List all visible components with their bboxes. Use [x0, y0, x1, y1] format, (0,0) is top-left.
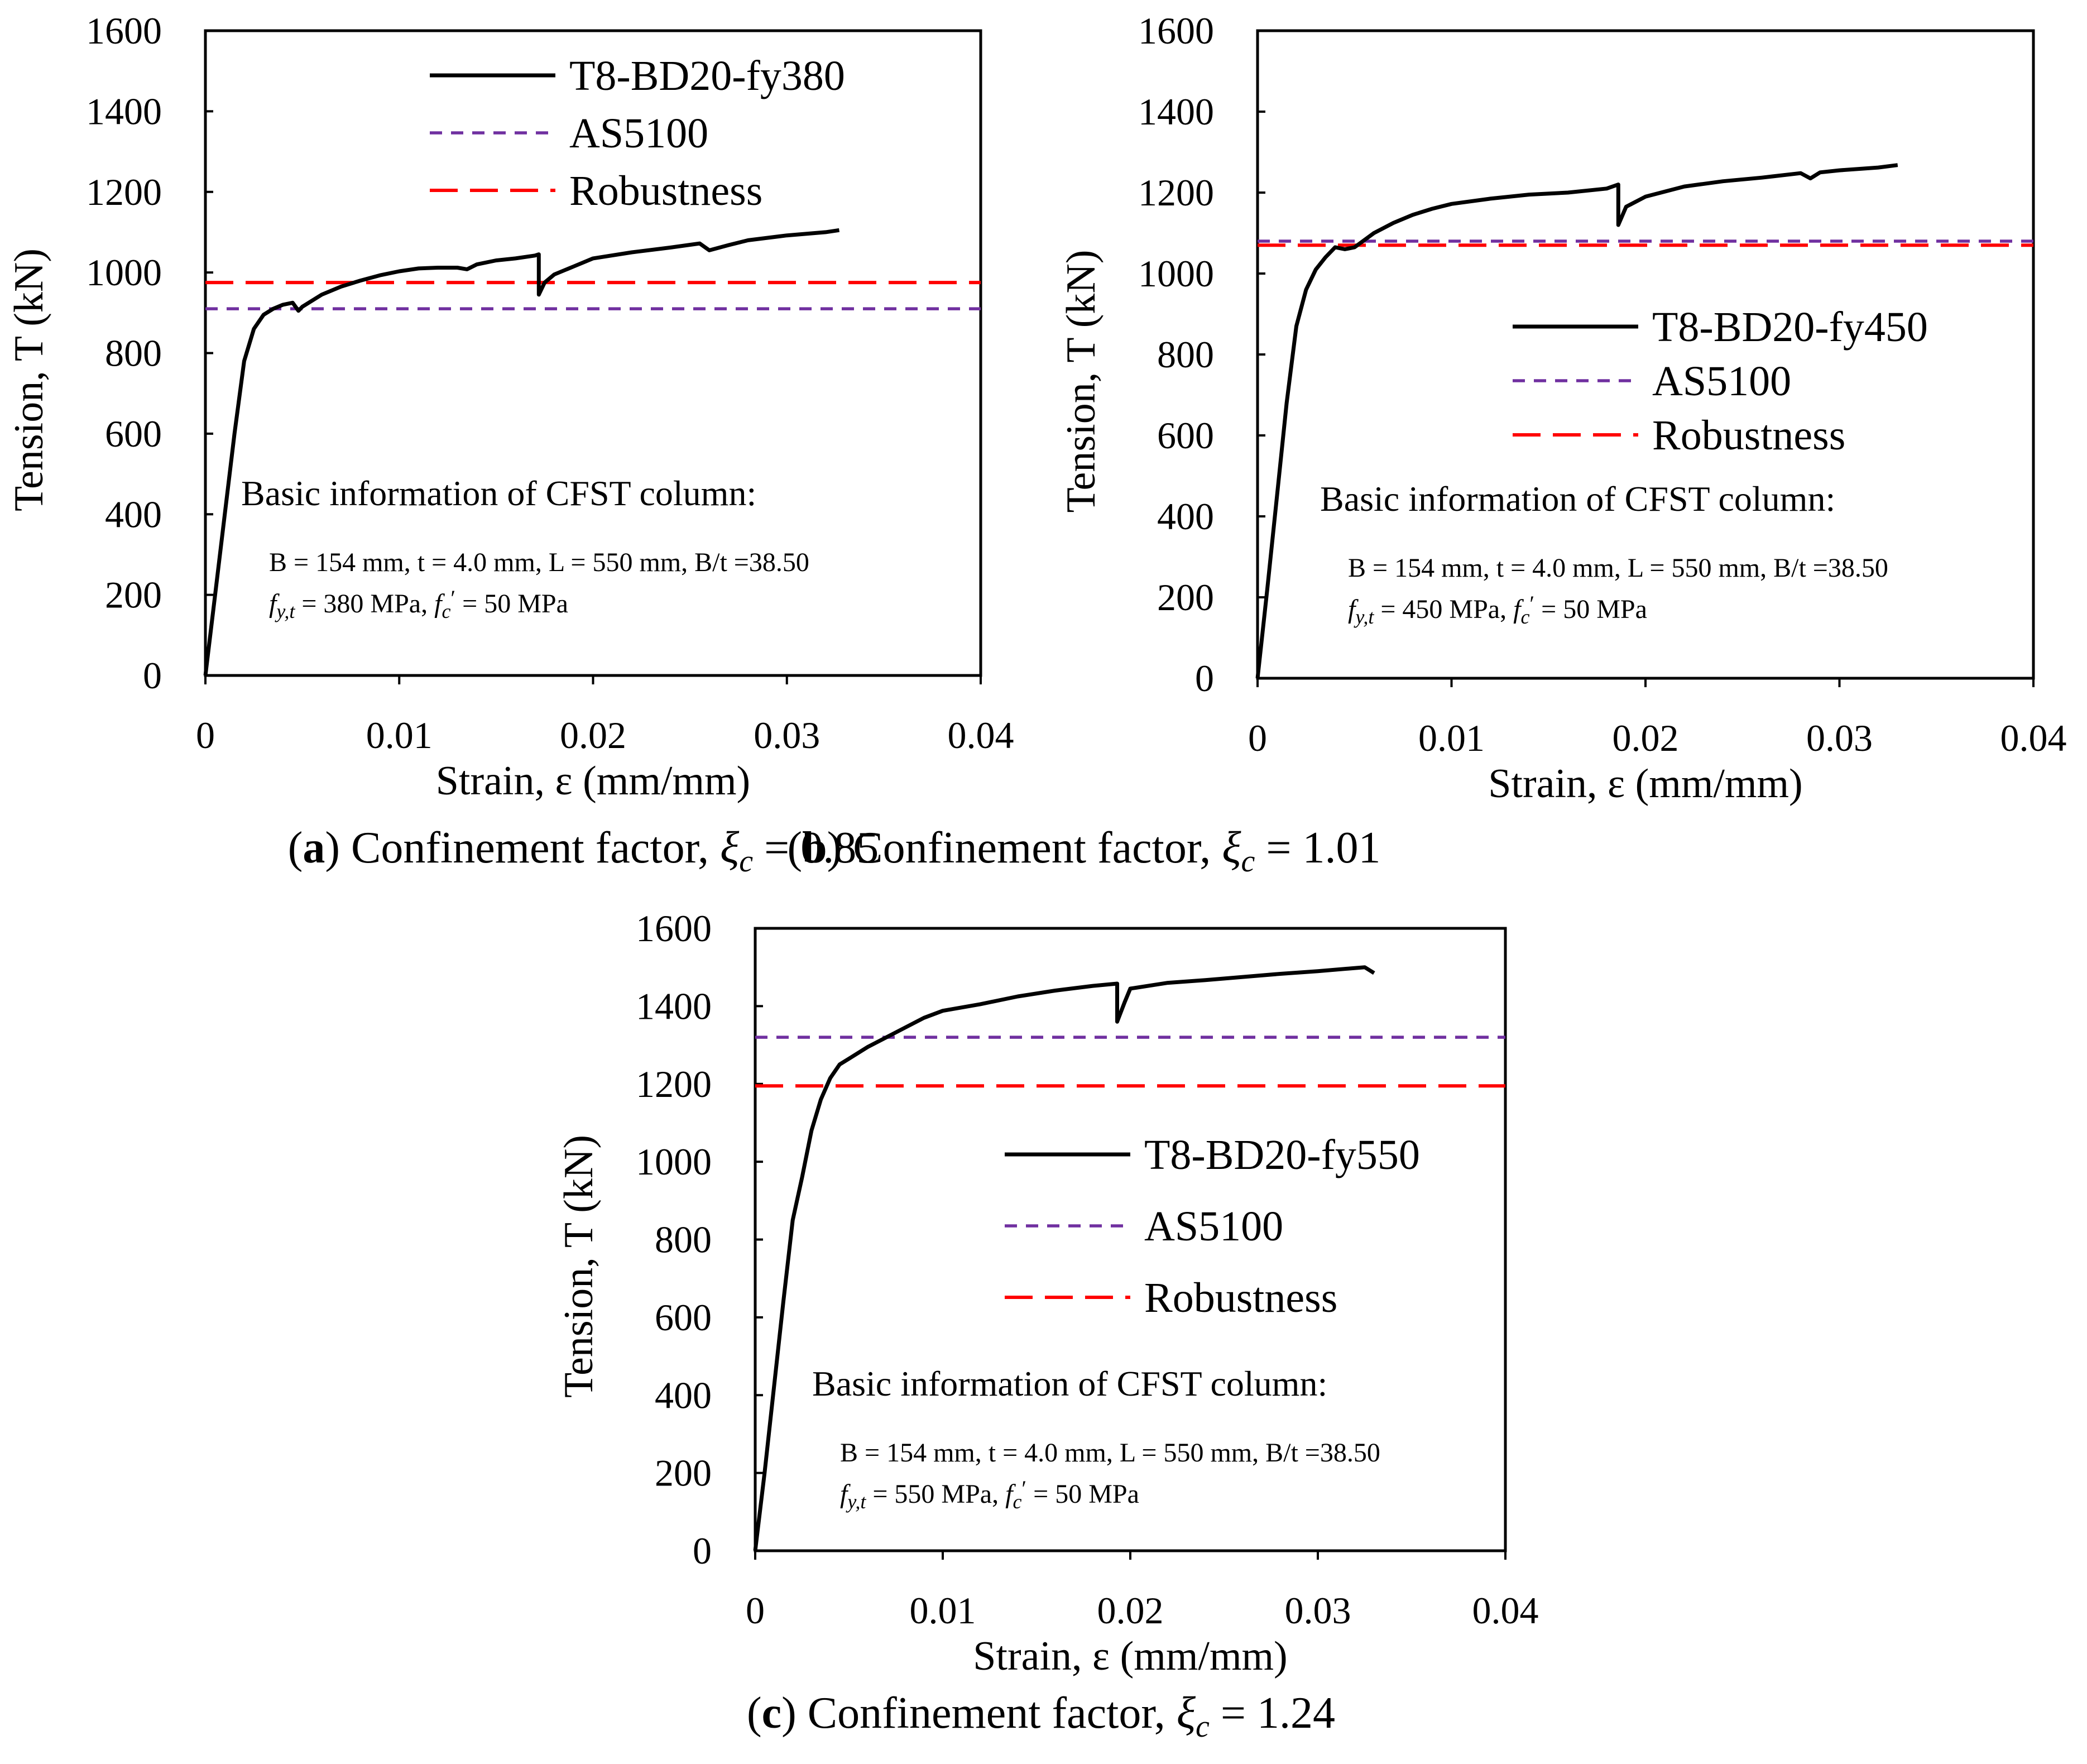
chart-panel-a: 0 200 400 600 800 1000 1200 1400 1600 0 0.01 0.02 0.… [6, 9, 1014, 804]
x-tick-label: 0.03 [754, 714, 820, 756]
x-axis-label: Strain, ε (mm/mm) [436, 758, 750, 804]
x-tick-label: 0.03 [1806, 717, 1873, 759]
x-tick-label: 0 [746, 1589, 765, 1632]
legend-label: T8-BD20-fy380 [569, 52, 845, 99]
info-block: Basic information of CFST column: B = 154… [812, 1364, 1380, 1513]
y-axis-label: Tension, T (kN) [6, 248, 52, 511]
x-tick-label: 0.01 [1418, 717, 1485, 759]
y-tick-label: 200 [655, 1452, 712, 1494]
x-tick-label: 0.04 [948, 714, 1014, 756]
y-tick-label: 200 [105, 574, 162, 616]
y-tick-label: 800 [105, 332, 162, 375]
legend: T8-BD20-fy550 AS5100 Robustness [1005, 1132, 1420, 1321]
legend-label: Robustness [1144, 1274, 1337, 1321]
info-strengths: fy,t = 450 MPa, fc′ = 50 MPa [1348, 591, 1647, 628]
y-tick-label: 1200 [86, 171, 162, 213]
y-tick-label: 1400 [636, 985, 712, 1027]
series-line-t8-bd20-fy380 [203, 228, 840, 676]
legend-label: T8-BD20-fy550 [1144, 1132, 1420, 1178]
y-tick-label: 1600 [1138, 9, 1214, 52]
x-tick-label: 0 [1248, 717, 1267, 759]
y-tick-label: 600 [1157, 414, 1214, 457]
info-block: Basic information of CFST column: B = 154… [1320, 479, 1888, 628]
x-tick-label: 0.02 [560, 714, 626, 756]
y-tick-label: 0 [693, 1530, 712, 1572]
y-tick-label: 0 [1195, 657, 1214, 699]
x-tick-label: 0.04 [2000, 717, 2067, 759]
legend: T8-BD20-fy380 AS5100 Robustness [430, 52, 845, 214]
panel-caption: (a) Confinement factor, ξc = 0.85 [288, 823, 879, 879]
legend-label: AS5100 [1652, 358, 1791, 405]
y-axis-label: Tension, T (kN) [556, 1135, 602, 1398]
info-strengths: fy,t = 550 MPa, fc′ = 50 MPa [840, 1476, 1139, 1513]
y-tick-label: 1000 [1138, 252, 1214, 295]
info-title: Basic information of CFST column: [241, 473, 756, 513]
series-line-t8-bd20-fy450 [1255, 163, 1898, 679]
y-tick-label: 1600 [86, 9, 162, 52]
chart-panel-c: 0 200 400 600 800 1000 1200 1400 1600 0 0.01 0.02 0.… [556, 907, 1539, 1679]
x-tick-label: 0.01 [366, 714, 433, 756]
panel-caption: (c) Confinement factor, ξc = 1.24 [747, 1689, 1335, 1744]
info-strengths: fy,t = 380 MPa, fc′ = 50 MPa [269, 586, 568, 622]
y-tick-label: 400 [655, 1374, 712, 1416]
info-block: Basic information of CFST column: B = 154… [241, 473, 809, 622]
x-tick-label: 0.04 [1472, 1589, 1539, 1632]
info-title: Basic information of CFST column: [812, 1364, 1327, 1403]
y-tick-label: 1400 [86, 90, 162, 132]
legend: T8-BD20-fy450 AS5100 Robustness [1513, 304, 1928, 459]
legend-label: AS5100 [569, 110, 708, 157]
series-line-t8-bd20-fy550 [753, 965, 1375, 1551]
x-tick-label: 0 [196, 714, 215, 756]
legend-label: Robustness [1652, 412, 1845, 459]
y-tick-label: 400 [1157, 495, 1214, 538]
y-tick-label: 1200 [636, 1063, 712, 1105]
x-axis-label: Strain, ε (mm/mm) [973, 1633, 1287, 1679]
x-tick-label: 0.02 [1097, 1589, 1164, 1632]
info-title: Basic information of CFST column: [1320, 479, 1835, 519]
info-dimensions: B = 154 mm, t = 4.0 mm, L = 550 mm, B/t … [1348, 553, 1888, 583]
y-tick-label: 1000 [86, 251, 162, 294]
y-tick-label: 1200 [1138, 171, 1214, 214]
y-tick-label: 0 [143, 654, 162, 697]
y-tick-label: 600 [655, 1296, 712, 1339]
y-tick-label: 400 [105, 493, 162, 535]
x-tick-label: 0.03 [1285, 1589, 1351, 1632]
legend-label: T8-BD20-fy450 [1652, 304, 1928, 351]
y-axis-label: Tension, T (kN) [1058, 250, 1104, 513]
y-tick-label: 200 [1157, 576, 1214, 619]
y-tick-label: 1400 [1138, 90, 1214, 133]
y-tick-label: 800 [1157, 333, 1214, 376]
y-tick-label: 1600 [636, 907, 712, 950]
legend-label: AS5100 [1144, 1203, 1283, 1250]
y-tick-label: 1000 [636, 1140, 712, 1183]
y-tick-label: 800 [655, 1219, 712, 1261]
x-tick-label: 0.02 [1613, 717, 1679, 759]
x-tick-label: 0.01 [910, 1589, 976, 1632]
legend-label: Robustness [569, 167, 762, 214]
x-axis-label: Strain, ε (mm/mm) [1488, 761, 1802, 807]
panel-caption: (b) Confinement factor, ξc = 1.01 [787, 823, 1380, 879]
chart-panel-b: 0 200 400 600 800 1000 1200 1400 1600 0 0.01 0.02 0.… [1058, 9, 2067, 807]
info-dimensions: B = 154 mm, t = 4.0 mm, L = 550 mm, B/t … [269, 548, 809, 577]
y-tick-label: 600 [105, 413, 162, 455]
info-dimensions: B = 154 mm, t = 4.0 mm, L = 550 mm, B/t … [840, 1438, 1380, 1468]
